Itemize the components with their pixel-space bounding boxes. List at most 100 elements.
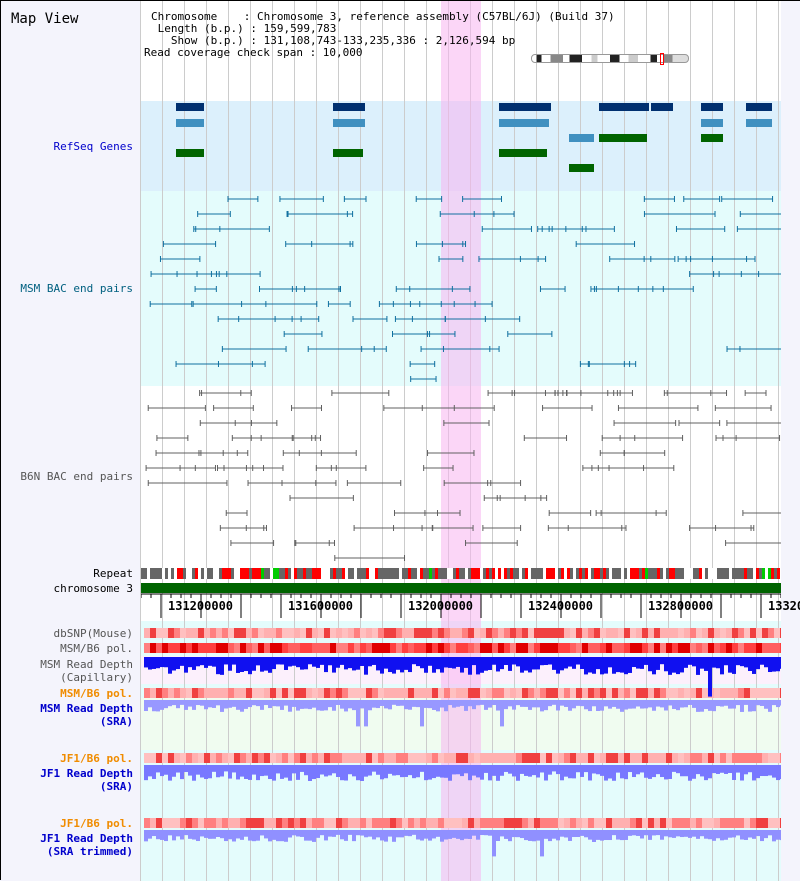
repeat-feature: [231, 568, 234, 579]
jf1-trim-bar: [416, 830, 420, 840]
jf1-pol-heat: [552, 818, 558, 828]
jf1-trim-bar: [276, 830, 280, 842]
jf1-sra-bar: [360, 765, 364, 781]
dbsnp-heat: [312, 628, 318, 638]
msm-pol-heat: [144, 643, 150, 653]
jf1-trim-bar: [520, 830, 524, 839]
msm-pol-heat: [366, 688, 372, 698]
msm-depth-bar: [180, 657, 184, 666]
repeat-feature: [330, 568, 333, 579]
repeat-feature: [597, 568, 600, 579]
msm-depth-bar: [172, 657, 176, 671]
jf1-trim-bar: [284, 830, 288, 842]
msm-depth-bar: [680, 657, 684, 673]
jf1-pol-heat: [528, 753, 534, 763]
repeat-feature: [552, 568, 555, 579]
msm-depth-bar: [192, 657, 196, 670]
jf1-pol-heat: [168, 753, 174, 763]
msm-sra-bar: [520, 700, 524, 707]
msm-pol-heat: [624, 643, 630, 653]
page-title: Map View: [11, 11, 79, 27]
jf1-pol-heat: [654, 753, 660, 763]
repeat-feature: [483, 568, 486, 579]
jf1-sra-bar: [608, 765, 612, 779]
msm-sra-bar: [156, 700, 160, 712]
jf1-sra-bar: [576, 765, 580, 773]
msm-depth-bar: [672, 657, 676, 673]
jf1-sra-bar: [236, 765, 240, 780]
msm-pol-heat: [720, 688, 726, 698]
jf1-pol-heat: [684, 818, 690, 828]
dbsnp-heat: [306, 628, 312, 638]
msm-sra-bar: [600, 700, 604, 711]
jf1-trim-bar: [264, 830, 268, 839]
repeat-feature: [201, 568, 204, 579]
jf1-pol-heat: [378, 753, 384, 763]
msm-depth-bar: [512, 657, 516, 665]
msm-sra-bar: [496, 700, 500, 711]
dbsnp-heat: [300, 628, 306, 638]
jf1-trim-bar: [592, 830, 596, 842]
dbsnp-heat: [156, 628, 162, 638]
msm-pol-heat: [666, 688, 672, 698]
msm-sra-bar: [744, 700, 748, 705]
jf1-sra-bar: [452, 765, 456, 775]
repeat-feature: [357, 568, 360, 579]
repeat-feature: [507, 568, 510, 579]
jf1-pol-heat: [402, 818, 408, 828]
jf1-trim-bar: [468, 830, 472, 839]
msm-pol-heat: [402, 688, 408, 698]
jf1-sra-bar: [228, 765, 232, 779]
dbsnp-heat: [402, 628, 408, 638]
track-label-refseq: RefSeq Genes: [53, 140, 133, 153]
dbsnp-heat: [726, 628, 732, 638]
jf1-sra-bar: [772, 765, 776, 778]
msm-pol-heat: [504, 688, 510, 698]
msm-sra-bar: [384, 700, 388, 709]
jf1-trim-bar: [604, 830, 608, 841]
msm-depth-bar: [752, 657, 756, 674]
jf1-sra-bar: [672, 765, 676, 772]
msm-sra-bar: [456, 700, 460, 707]
msm-pol-heat: [360, 643, 366, 653]
repeat-feature: [543, 568, 546, 579]
jf1-pol-heat: [426, 818, 432, 828]
jf1-pol-heat: [438, 753, 444, 763]
jf1-trim-bar: [204, 830, 208, 838]
msm-depth-bar: [568, 657, 572, 667]
dbsnp-heat: [618, 628, 624, 638]
msm-pol-heat: [246, 688, 252, 698]
jf1-trim-bar: [684, 830, 688, 837]
jf1-trim-bar: [320, 830, 324, 836]
msm-pol-heat: [504, 643, 510, 653]
jf1-pol-heat: [600, 818, 606, 828]
msm-pol-heat: [552, 688, 558, 698]
msm-pol-heat: [498, 688, 504, 698]
msm-pol-heat: [426, 688, 432, 698]
dbsnp-heat: [432, 628, 438, 638]
jf1-pol-heat: [186, 818, 192, 828]
jf1-sra-bar: [736, 765, 740, 773]
msm-depth-bar: [208, 657, 212, 666]
msm-depth-bar: [184, 657, 188, 673]
label-line: (SRA): [99, 715, 133, 728]
jf1-trim-bar: [256, 830, 260, 841]
msm-depth-bar: [376, 657, 380, 671]
jf1-pol-heat: [516, 753, 522, 763]
chromosome-ideogram[interactable]: [531, 53, 689, 65]
jf1-trim-bar: [384, 830, 388, 842]
jf1-trim-bar: [428, 830, 432, 841]
dbsnp-heat: [354, 628, 360, 638]
jf1-sra-bar: [364, 765, 368, 777]
repeat-feature: [153, 568, 156, 579]
repeat-feature: [444, 568, 447, 579]
jf1-sra-bar: [200, 765, 204, 778]
repeat-feature: [654, 568, 657, 579]
jf1-pol-heat: [348, 753, 354, 763]
msm-depth-bar: [332, 657, 336, 673]
msm-pol-heat: [714, 688, 720, 698]
repeat-feature: [468, 568, 471, 579]
msm-depth-bar: [196, 657, 200, 667]
dbsnp-heat: [774, 628, 780, 638]
jf1-sra-bar: [428, 765, 432, 780]
